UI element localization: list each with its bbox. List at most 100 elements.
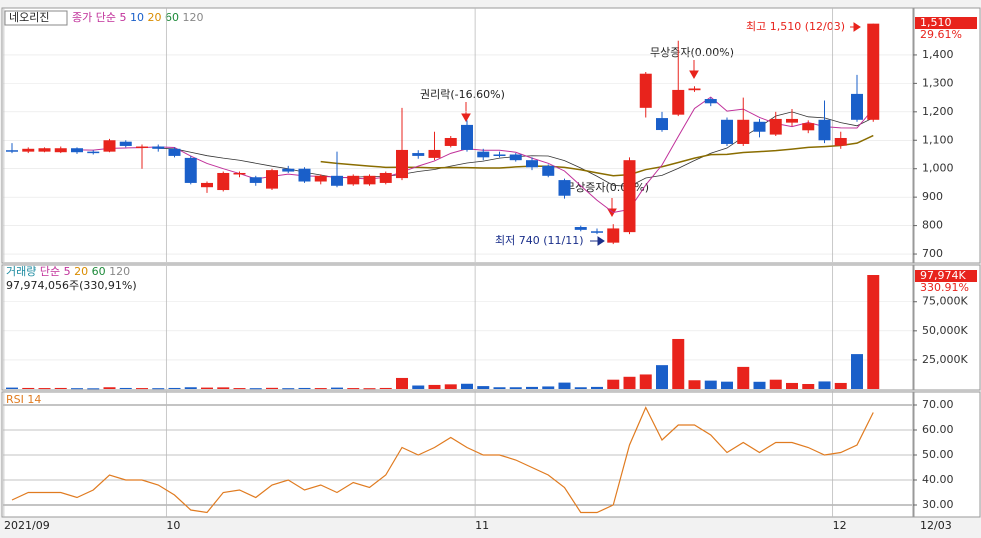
candle-body — [786, 118, 798, 123]
volume-bar — [38, 388, 51, 390]
candle-body — [22, 148, 35, 152]
legend-vma60: 60 — [92, 265, 106, 278]
candle-body — [314, 175, 327, 182]
volume-bar — [737, 366, 750, 389]
volume-change-label: 330.91% — [920, 281, 969, 294]
legend-volume: 거래량 — [6, 265, 36, 278]
volume-bar — [152, 388, 165, 390]
y-tick-label: 1,300 — [922, 76, 954, 89]
title-box — [4, 10, 68, 26]
volume-panel — [1, 264, 914, 391]
y-tick-label: 800 — [922, 219, 943, 232]
y-tick-label: 700 — [922, 247, 943, 260]
candle-body — [168, 148, 181, 156]
volume-bar — [119, 387, 132, 389]
volume-bar — [461, 383, 473, 389]
last-volume-box — [915, 270, 977, 282]
y-tick-label: 40.00 — [922, 473, 954, 486]
y-tick-label: 30.00 — [922, 498, 954, 511]
annotation-high: 최고 1,510 (12/03) — [746, 20, 845, 33]
volume-bar — [477, 386, 490, 389]
volume-bar — [201, 387, 213, 389]
candle-body — [753, 121, 766, 132]
legend-ma10: 10 — [130, 11, 144, 24]
y-tick-label: 900 — [922, 190, 943, 203]
candle-body — [509, 154, 522, 161]
volume-bar — [769, 379, 782, 389]
volume-bar — [331, 387, 343, 389]
x-end-label: 12/03 — [920, 519, 952, 532]
price-axis — [913, 7, 981, 264]
candle-body — [688, 88, 701, 91]
volume-bar — [428, 384, 441, 389]
y-tick-label: 75,000K — [922, 295, 968, 308]
volume-bar — [71, 388, 83, 390]
y-tick-label: 50,000K — [922, 324, 968, 337]
last-volume-label: 97,974K — [920, 269, 966, 282]
volume-axis — [913, 264, 981, 391]
candle-body — [201, 182, 213, 188]
candle-body — [396, 149, 408, 179]
x-tick-label: 12 — [833, 519, 847, 532]
candle-body — [867, 23, 880, 120]
legend-vma5: 단순 5 — [40, 265, 71, 278]
candle-body — [802, 123, 815, 131]
x-tick-label: 2021/09 — [4, 519, 50, 532]
volume-bar — [493, 387, 506, 389]
candle-body — [493, 154, 506, 156]
candle-body — [184, 157, 197, 183]
volume-legend: 거래량 단순 5 20 60 120 — [6, 265, 130, 278]
volume-bar — [347, 388, 360, 390]
candle-body — [818, 119, 831, 141]
candle-body — [851, 93, 863, 120]
volume-bar — [396, 377, 408, 389]
legend-ma20: 20 — [147, 11, 161, 24]
volume-bar — [314, 388, 327, 390]
candle-body — [623, 160, 636, 233]
volume-bar — [412, 385, 425, 389]
candle-body — [412, 153, 425, 156]
candle-body — [769, 118, 782, 135]
rsi-panel — [1, 391, 914, 518]
candle-body — [461, 124, 473, 150]
candle-body — [591, 231, 603, 233]
volume-bar — [656, 365, 668, 389]
candle-body — [119, 141, 132, 146]
volume-bar — [54, 387, 67, 389]
volume-bar — [818, 381, 831, 389]
volume-bar — [704, 380, 717, 389]
candle-body — [737, 119, 750, 144]
y-tick-label: 1,200 — [922, 105, 954, 118]
annotation-bonus-1: 무상증자(0.00%) — [650, 46, 734, 59]
volume-bar — [217, 387, 230, 389]
candle-body — [282, 168, 295, 172]
candle-body — [834, 137, 847, 146]
volume-bar — [721, 381, 733, 389]
moving-average — [320, 134, 874, 177]
volume-bar — [867, 275, 880, 389]
legend-ma60: 60 — [165, 11, 179, 24]
volume-bar — [282, 388, 295, 390]
arrow — [461, 102, 471, 123]
volume-bar — [103, 387, 116, 389]
candle-body — [526, 160, 538, 168]
last-price-box — [915, 17, 977, 29]
y-tick-label: 50.00 — [922, 448, 954, 461]
candle-body — [477, 151, 490, 158]
candle-body — [363, 175, 376, 185]
volume-bar — [591, 386, 603, 389]
candle-body — [542, 165, 555, 176]
candle-body — [54, 148, 67, 153]
legend-vma20: 20 — [74, 265, 88, 278]
volume-bar — [444, 384, 457, 389]
candle-body — [428, 149, 441, 158]
volume-bar — [509, 387, 522, 389]
volume-bar — [249, 388, 262, 390]
candle-body — [6, 150, 18, 152]
arrow — [689, 60, 699, 80]
volume-bar — [607, 379, 620, 389]
candle-body — [38, 148, 51, 152]
volume-bar — [688, 380, 701, 389]
